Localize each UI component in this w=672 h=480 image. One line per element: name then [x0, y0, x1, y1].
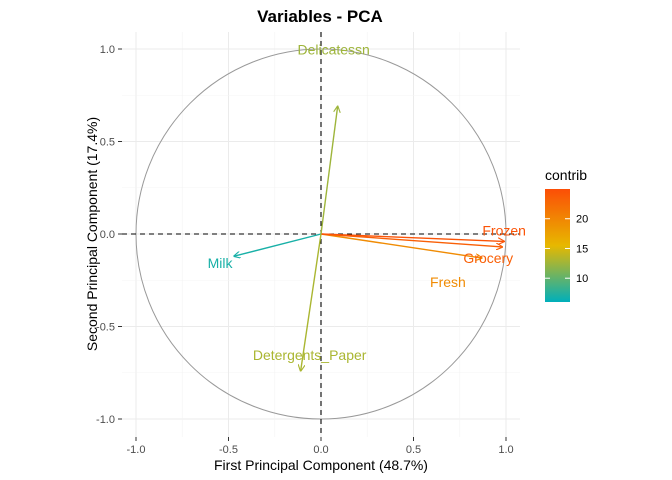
y-tick-label: -0.5: [96, 322, 115, 334]
x-tick-label: 1.0: [498, 444, 513, 456]
legend: contrib 10 15 20: [545, 167, 588, 302]
arrow-frozen: [320, 233, 504, 241]
legend-tick-label: 15: [576, 243, 588, 255]
y-axis-ticks: -1.0 -0.5 0.0 0.5 1.0: [96, 44, 122, 426]
legend-title: contrib: [545, 167, 587, 183]
y-tick-label: 0.5: [100, 137, 115, 149]
x-axis-ticks: -1.0 -0.5 0.0 0.5 1.0: [127, 437, 514, 456]
arrow-milk: [234, 233, 322, 256]
y-tick-label: 1.0: [100, 44, 115, 56]
x-tick-label: -0.5: [219, 444, 238, 456]
legend-ticks: 10 15 20: [545, 214, 588, 285]
legend-tick-label: 10: [576, 273, 588, 285]
label-grocery: Grocery: [463, 250, 513, 266]
variable-arrows: [234, 106, 504, 371]
arrow-grocery: [320, 233, 502, 247]
x-tick-label: 0.0: [313, 444, 328, 456]
legend-tick-label: 20: [576, 214, 588, 226]
arrow-detergents-paper: [301, 233, 322, 371]
x-axis-title: First Principal Component (48.7%): [214, 457, 428, 473]
y-tick-label: -1.0: [96, 414, 115, 426]
variable-labels: Fresh Milk Grocery Frozen Detergents_Paper De…: [208, 41, 526, 363]
label-fresh: Fresh: [430, 274, 466, 290]
y-tick-label: 0.0: [100, 229, 115, 241]
y-axis-title: Second Principal Component (17.4%): [84, 117, 100, 351]
x-tick-label: 0.5: [406, 444, 421, 456]
label-delicatessn: Delicatessn: [297, 41, 369, 57]
label-frozen: Frozen: [482, 222, 526, 238]
label-milk: Milk: [208, 255, 234, 271]
arrow-fresh: [320, 233, 482, 258]
arrow-delicatessn: [320, 106, 338, 235]
chart-title: Variables - PCA: [257, 7, 383, 26]
x-tick-label: -1.0: [127, 444, 146, 456]
label-detergents-paper: Detergents_Paper: [253, 347, 367, 363]
legend-colorbar: [545, 189, 570, 302]
